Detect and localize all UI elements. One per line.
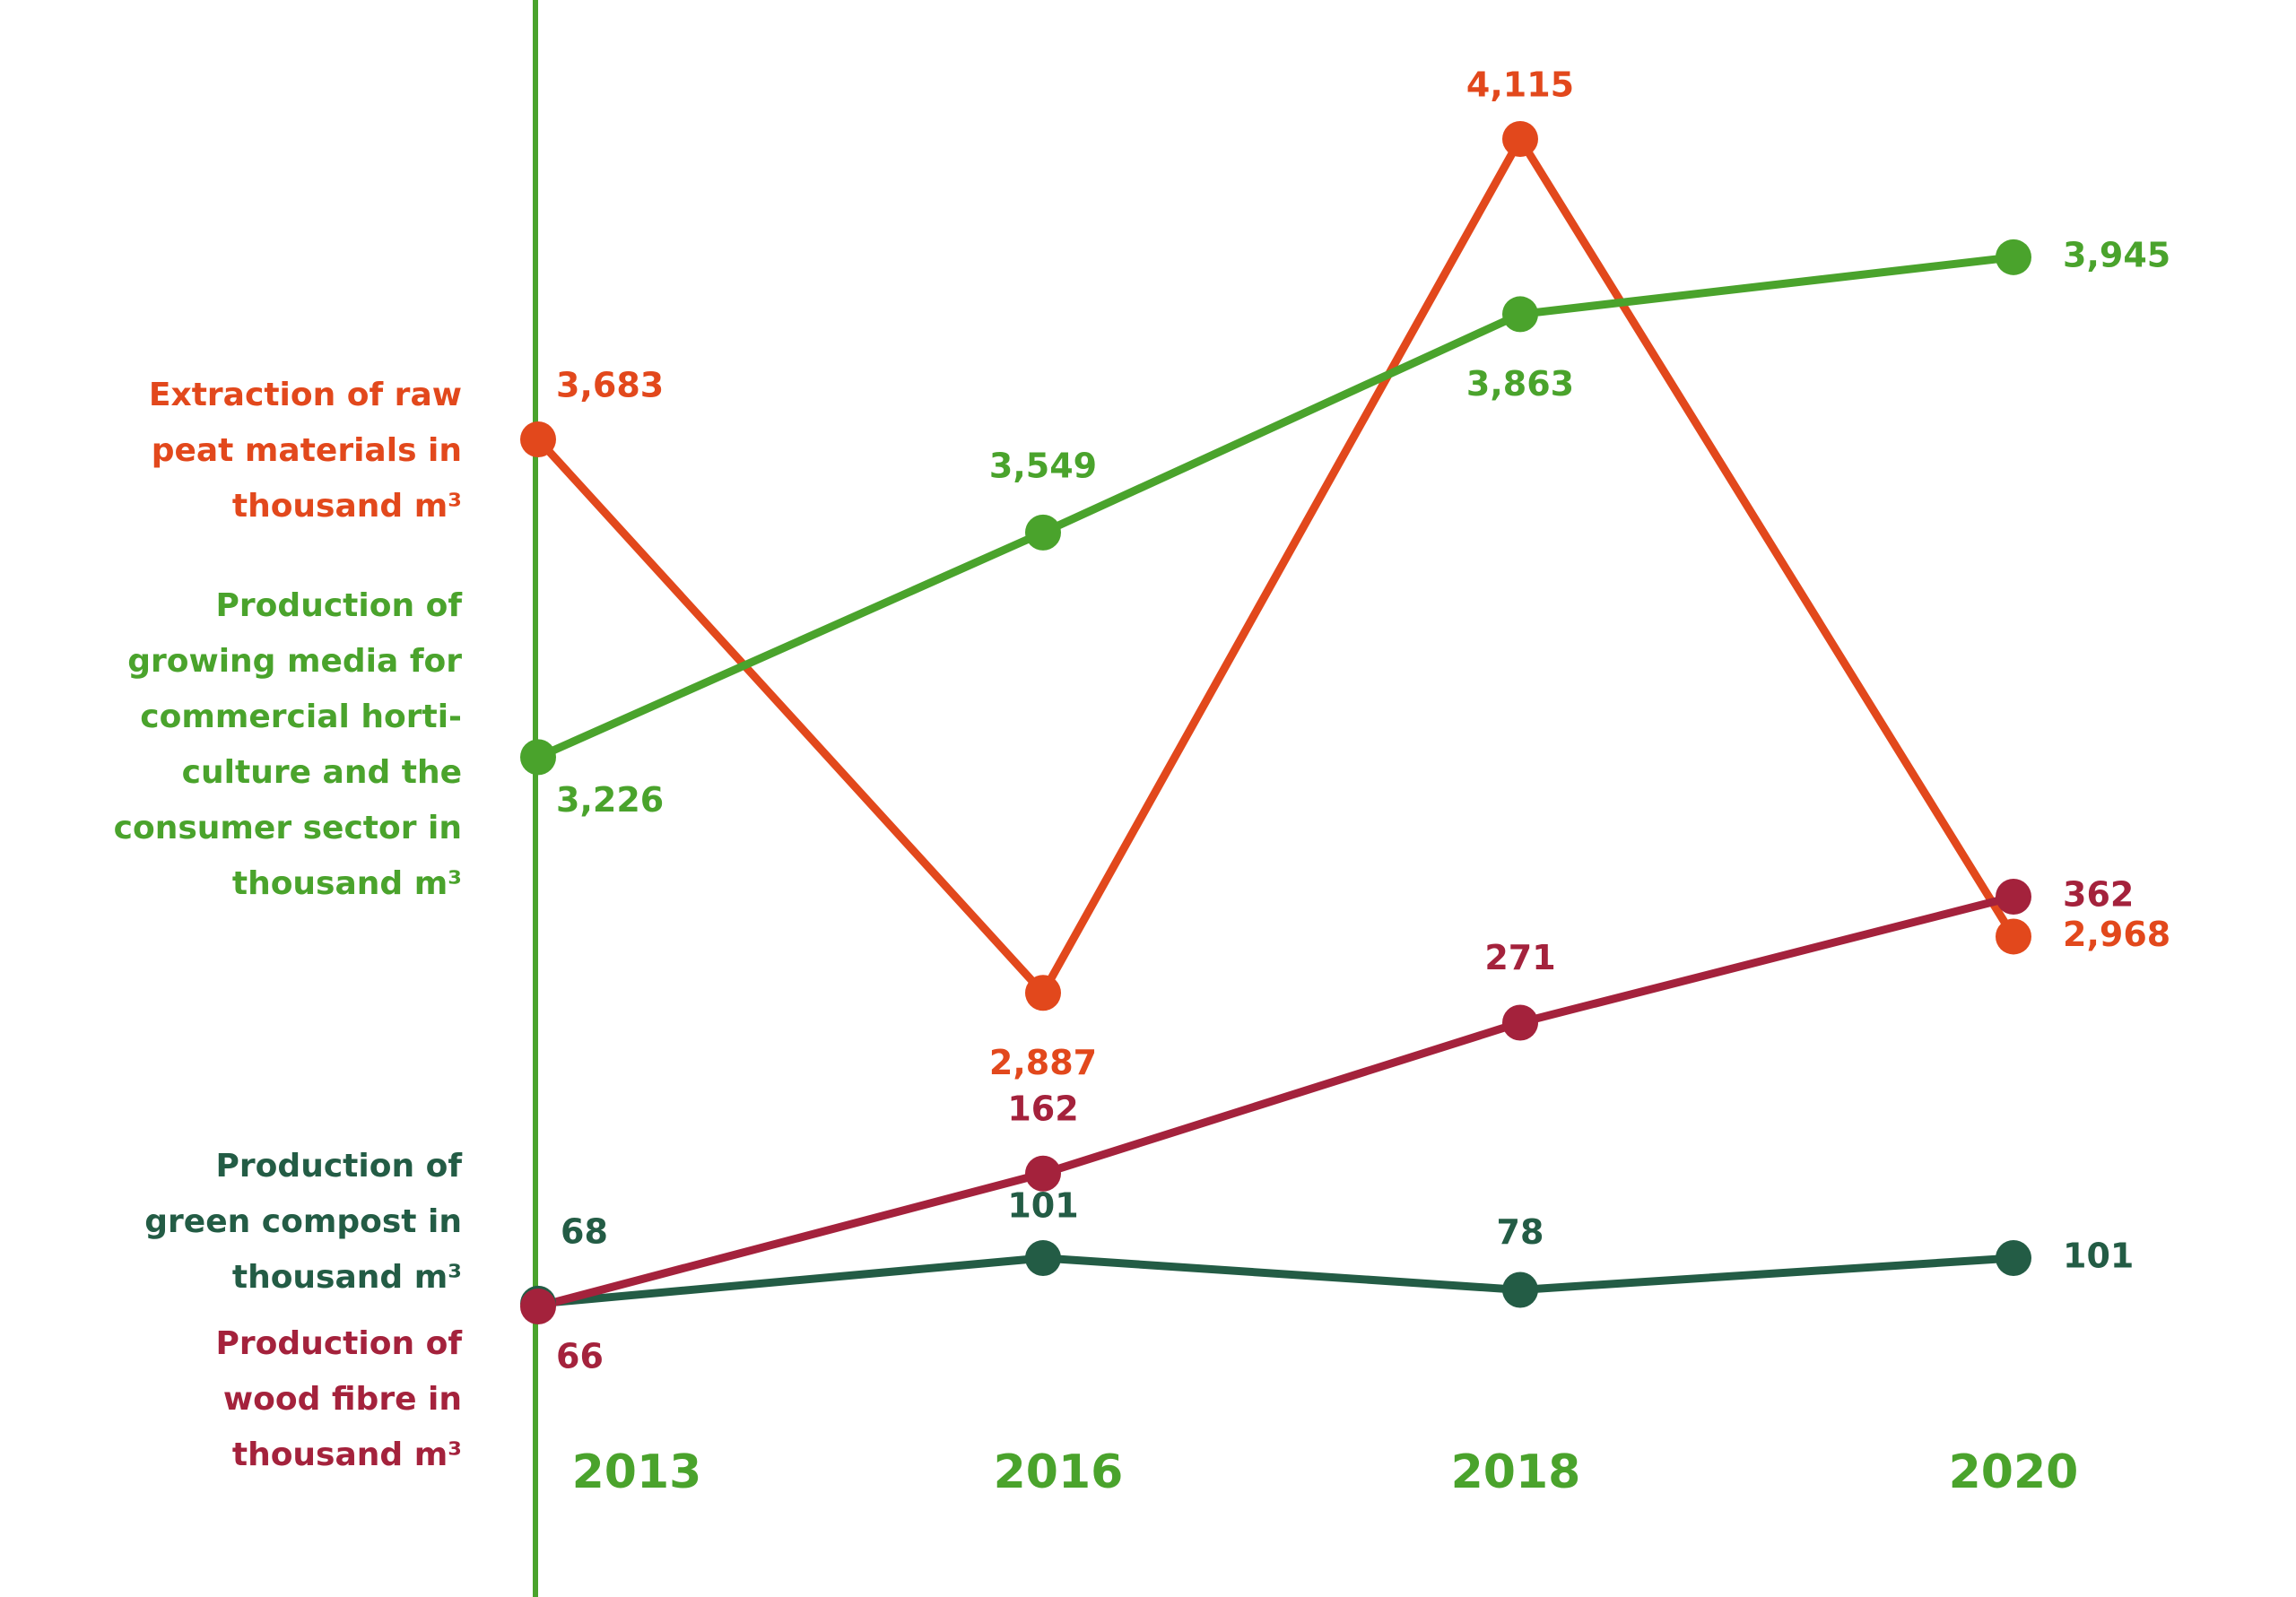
data-label-s4-2013: 66 (556, 1337, 604, 1376)
legend-line: Production of (215, 1148, 462, 1185)
data-point-s4-2013 (520, 1289, 556, 1324)
legend-line: thousand m³ (231, 1436, 462, 1473)
data-point-s2-2016 (1025, 514, 1061, 551)
legend-line: thousand m³ (231, 1259, 462, 1296)
data-label-s3-2013: 68 (561, 1211, 608, 1251)
data-label-s4-2016: 162 (1007, 1089, 1078, 1128)
x-axis-ticks: 2013 2016 2018 2020 (572, 1445, 2079, 1499)
x-tick-2018: 2018 (1451, 1445, 1581, 1499)
legend-line: Production of (215, 587, 462, 624)
data-point-s2-2020 (1996, 239, 2031, 275)
series-line-4 (536, 892, 2015, 1311)
data-point-s2-2013 (520, 739, 556, 776)
data-point-s3-2020 (1996, 1239, 2031, 1276)
data-label-s3-2020: 101 (2063, 1236, 2134, 1275)
legend-line: growing media for (127, 643, 462, 680)
data-point-s1-2016 (1025, 975, 1061, 1011)
x-tick-2016: 2016 (994, 1445, 1124, 1499)
data-point-s2-2018 (1502, 296, 1538, 333)
data-label-s1-2016: 2,887 (989, 1043, 1097, 1082)
data-label-s2-2013: 3,226 (556, 780, 664, 820)
x-tick-2020: 2020 (1949, 1445, 2079, 1499)
data-label-s1-2013: 3,683 (556, 366, 664, 405)
data-label-s1-2018: 4,115 (1466, 65, 1574, 105)
legend-line: wood fibre in (222, 1381, 462, 1418)
data-label-s1-2020: 2,968 (2063, 915, 2170, 954)
data-label-s4-2020: 362 (2063, 875, 2134, 915)
data-point-s3-2018 (1502, 1272, 1538, 1308)
data-point-s4-2018 (1502, 1004, 1538, 1041)
legend-entry-1: Extraction of raw peat materials in thousa… (103, 368, 462, 534)
series-line-3 (537, 1254, 2014, 1308)
data-label-s2-2016: 3,549 (989, 446, 1097, 485)
legend-line: green compost in (144, 1203, 462, 1240)
legend-entry-4: Production of wood fibre in thousand m³ (103, 1316, 462, 1483)
legend-line: Extraction of raw (148, 377, 462, 413)
series-line-2 (536, 253, 2014, 761)
data-point-s4-2016 (1025, 1155, 1061, 1192)
legend-line: commercial horti- (140, 699, 462, 735)
legend-entry-3: Production of green compost in thousand m³ (103, 1139, 462, 1306)
data-point-s4-2020 (1996, 879, 2031, 915)
data-label-s2-2018: 3,863 (1466, 364, 1574, 404)
data-point-s1-2013 (520, 421, 556, 457)
legend-line: thousand m³ (231, 488, 462, 525)
x-tick-2013: 2013 (572, 1445, 702, 1499)
legend-line: thousand m³ (231, 865, 462, 902)
data-label-s3-2018: 78 (1497, 1212, 1544, 1252)
data-point-s1-2018 (1502, 121, 1538, 157)
data-label-s3-2016: 101 (1007, 1185, 1078, 1225)
legend-entry-2: Production of growing media for commercial… (103, 578, 462, 912)
data-point-s1-2020 (1996, 918, 2031, 955)
data-labels: 3,683 2,887 4,115 2,968 3,226 3,549 3,863 3,945… (556, 65, 2170, 1376)
legend-line: culture and the (181, 754, 462, 791)
legend-line: consumer sector in (113, 810, 462, 846)
series-line-1 (535, 135, 2017, 997)
legend-line: Production of (215, 1325, 462, 1362)
legend-line: peat materials in (151, 432, 462, 469)
series-lines (535, 135, 2017, 1311)
data-label-s4-2018: 271 (1484, 938, 1555, 977)
data-point-s3-2016 (1025, 1239, 1061, 1276)
data-label-s2-2020: 3,945 (2063, 235, 2170, 274)
data-points (520, 121, 2031, 1324)
